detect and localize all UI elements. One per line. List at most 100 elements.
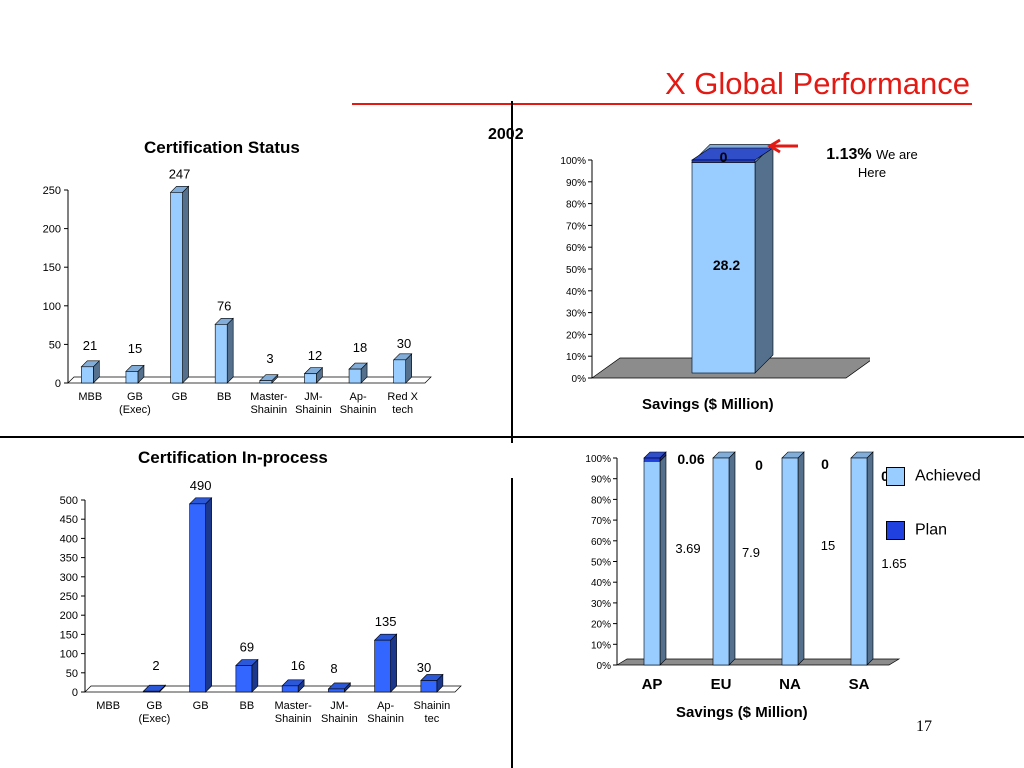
status-data-label: 18 bbox=[353, 340, 367, 355]
red-arrow-icon bbox=[767, 138, 798, 154]
annotation-percent: 1.13% bbox=[826, 146, 872, 163]
region-ytick-label: 60% bbox=[591, 537, 611, 548]
region-achieved-label: 3.69 bbox=[675, 541, 700, 556]
region-plan-label: 0 bbox=[821, 456, 829, 472]
inproc-category-label: Shainin bbox=[414, 700, 451, 712]
inproc-data-label: 2 bbox=[152, 658, 159, 673]
region-ytick-label: 20% bbox=[591, 620, 611, 631]
savings-2002-xlabel: Savings ($ Million) bbox=[642, 396, 774, 413]
status-bar bbox=[214, 324, 228, 384]
region-bar-achieved bbox=[781, 457, 799, 666]
region-ytick-label: 70% bbox=[591, 516, 611, 527]
status-category-label: MBB bbox=[78, 391, 102, 403]
status-category-label: BB bbox=[217, 391, 232, 403]
inproc-data-label: 135 bbox=[375, 614, 397, 629]
status-bar-side bbox=[226, 317, 234, 384]
status-category-label: tech bbox=[392, 404, 413, 416]
savings-ytick-label: 50% bbox=[566, 265, 586, 276]
savings-bar-achieved-side bbox=[754, 143, 774, 374]
status-ytick-label: 250 bbox=[43, 185, 61, 197]
inproc-data-label: 16 bbox=[291, 658, 305, 673]
inproc-category-label: Shainin bbox=[367, 713, 404, 725]
inproc-bar bbox=[328, 688, 345, 693]
status-bar bbox=[125, 371, 139, 384]
region-bar-achieved bbox=[712, 457, 730, 666]
status-category-label: Shainin bbox=[250, 404, 287, 416]
inproc-ytick-label: 200 bbox=[60, 610, 78, 622]
status-category-label: GB bbox=[127, 391, 143, 403]
inproc-ytick-label: 150 bbox=[60, 629, 78, 641]
savings-ytick-label: 80% bbox=[566, 200, 586, 211]
inproc-data-label: 30 bbox=[417, 660, 431, 675]
status-bar bbox=[81, 366, 94, 384]
savings-bar-achieved bbox=[691, 162, 756, 374]
status-category-label: (Exec) bbox=[119, 404, 151, 416]
savings-ytick-label: 90% bbox=[566, 178, 586, 189]
inproc-category-label: (Exec) bbox=[138, 713, 170, 725]
certification-status-title: Certification Status bbox=[144, 138, 300, 157]
legend-plan-label: Plan bbox=[915, 521, 948, 539]
status-ytick-label: 50 bbox=[49, 339, 61, 351]
inproc-ytick-label: 500 bbox=[60, 495, 78, 507]
savings-achieved-label: 28.2 bbox=[713, 257, 740, 273]
region-achieved-label: 1.65 bbox=[881, 556, 906, 571]
status-data-label: 30 bbox=[397, 336, 411, 351]
savings-ytick-label: 30% bbox=[566, 309, 586, 320]
savings-ytick-label: 10% bbox=[566, 352, 586, 363]
region-ytick-label: 30% bbox=[591, 599, 611, 610]
inproc-bar bbox=[189, 503, 206, 693]
region-plan-label: 0 bbox=[755, 457, 763, 473]
status-category-label: Shainin bbox=[295, 404, 332, 416]
inproc-bar bbox=[281, 685, 299, 693]
region-category-label: EU bbox=[711, 676, 732, 693]
status-category-label: Shainin bbox=[340, 404, 377, 416]
status-data-label: 15 bbox=[128, 341, 142, 356]
inproc-category-label: MBB bbox=[96, 700, 120, 712]
certification-in-process-chart: 050100150200250300350400450500MBB2GB(Exe… bbox=[60, 478, 462, 725]
savings-by-region-chart: 0% 10% 20% 30% 40% 50% 60% 70% 80% 90% 100% 3.69 0.0… bbox=[585, 451, 906, 693]
savings-by-region-xlabel: Savings ($ Million) bbox=[676, 704, 808, 721]
status-data-label: 12 bbox=[308, 348, 322, 363]
region-category-label: SA bbox=[849, 676, 870, 693]
region-ytick-label: 80% bbox=[591, 495, 611, 506]
status-ytick-label: 150 bbox=[43, 262, 61, 274]
inproc-category-label: Shainin bbox=[321, 713, 358, 725]
savings-ytick-label: 0% bbox=[572, 374, 587, 385]
status-bar bbox=[393, 359, 406, 384]
status-ytick-label: 100 bbox=[43, 301, 61, 313]
region-ytick-label: 40% bbox=[591, 578, 611, 589]
vertical-divider-top bbox=[511, 101, 513, 443]
horizontal-divider bbox=[0, 436, 1024, 438]
region-achieved-label: 7.9 bbox=[742, 545, 760, 560]
inproc-ytick-label: 350 bbox=[60, 553, 78, 565]
savings-2002-chart: 0% 10% 20% 30% 40% 50% 60% 70% 80% 90% 100% 28.2 0 bbox=[560, 143, 870, 385]
inproc-category-label: Shainin bbox=[275, 713, 312, 725]
year-label: 2002 bbox=[488, 126, 524, 143]
title-underline bbox=[352, 103, 972, 105]
inproc-ytick-label: 450 bbox=[60, 514, 78, 526]
region-ytick-label: 90% bbox=[591, 475, 611, 486]
inproc-category-label: GB bbox=[193, 700, 209, 712]
status-category-label: Red X bbox=[387, 391, 418, 403]
inproc-bar-side bbox=[390, 633, 397, 693]
status-bar bbox=[259, 380, 273, 384]
region-bar-plan bbox=[643, 457, 661, 462]
inproc-category-label: tec bbox=[425, 713, 440, 725]
status-bar-side bbox=[182, 185, 189, 384]
certification-status-chart: 05010015020025021MBB15GB(Exec)247GB76BB3… bbox=[43, 166, 432, 416]
inproc-data-label: 8 bbox=[330, 661, 337, 676]
region-ytick-label: 50% bbox=[591, 558, 611, 569]
region-bar-achieved bbox=[643, 461, 661, 666]
inproc-ytick-label: 100 bbox=[60, 649, 78, 661]
status-category-label: GB bbox=[172, 391, 188, 403]
status-category-label: JM- bbox=[304, 391, 323, 403]
inproc-ytick-label: 400 bbox=[60, 533, 78, 545]
status-bar bbox=[348, 368, 362, 384]
inproc-category-label: JM- bbox=[330, 700, 349, 712]
inproc-bar bbox=[235, 665, 253, 693]
region-plan-label: 0 bbox=[881, 468, 889, 484]
slide-title: X Global Performance bbox=[665, 66, 970, 101]
savings-ytick-label: 40% bbox=[566, 287, 586, 298]
inproc-category-label: GB bbox=[146, 700, 162, 712]
savings-ytick-label: 100% bbox=[560, 156, 586, 167]
